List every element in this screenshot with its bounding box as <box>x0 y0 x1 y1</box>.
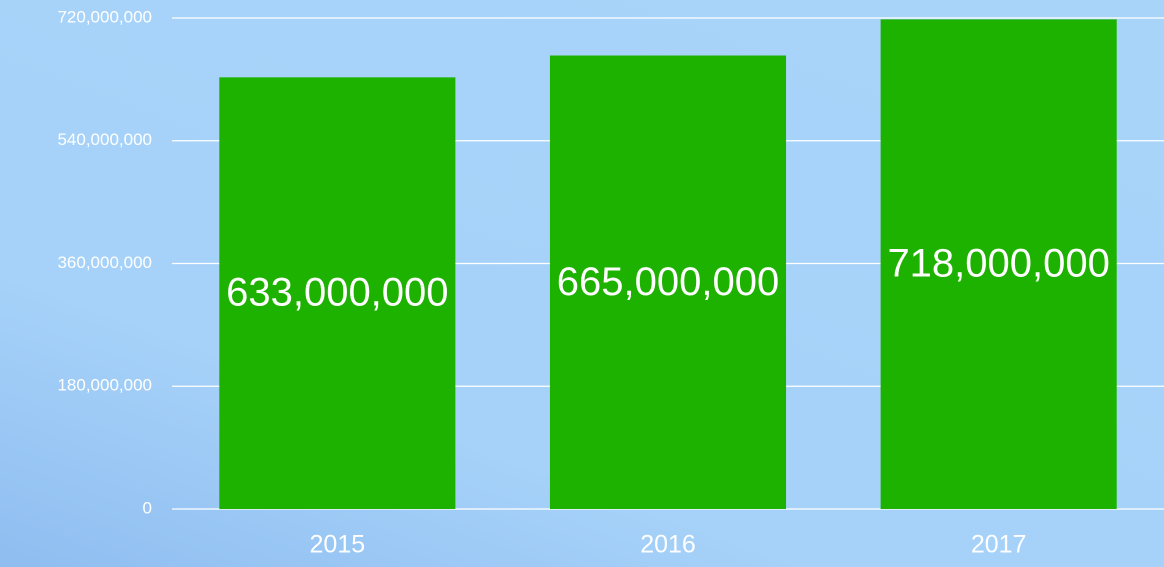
bar <box>219 77 456 510</box>
y-tick-label: 720,000,000 <box>57 7 152 26</box>
y-tick-label: 0 <box>143 498 152 517</box>
y-tick-label: 540,000,000 <box>57 130 152 149</box>
value-label: 665,000,000 <box>557 260 779 304</box>
bar <box>549 55 787 509</box>
x-tick-label: 2016 <box>640 531 696 559</box>
x-tick-label: 2015 <box>310 531 366 559</box>
value-label: 718,000,000 <box>887 242 1109 286</box>
y-tick-label: 180,000,000 <box>57 376 152 395</box>
x-tick-label: 2017 <box>971 531 1027 559</box>
y-tick-label: 360,000,000 <box>57 253 152 272</box>
bar <box>880 19 1117 509</box>
value-label: 633,000,000 <box>226 271 448 315</box>
